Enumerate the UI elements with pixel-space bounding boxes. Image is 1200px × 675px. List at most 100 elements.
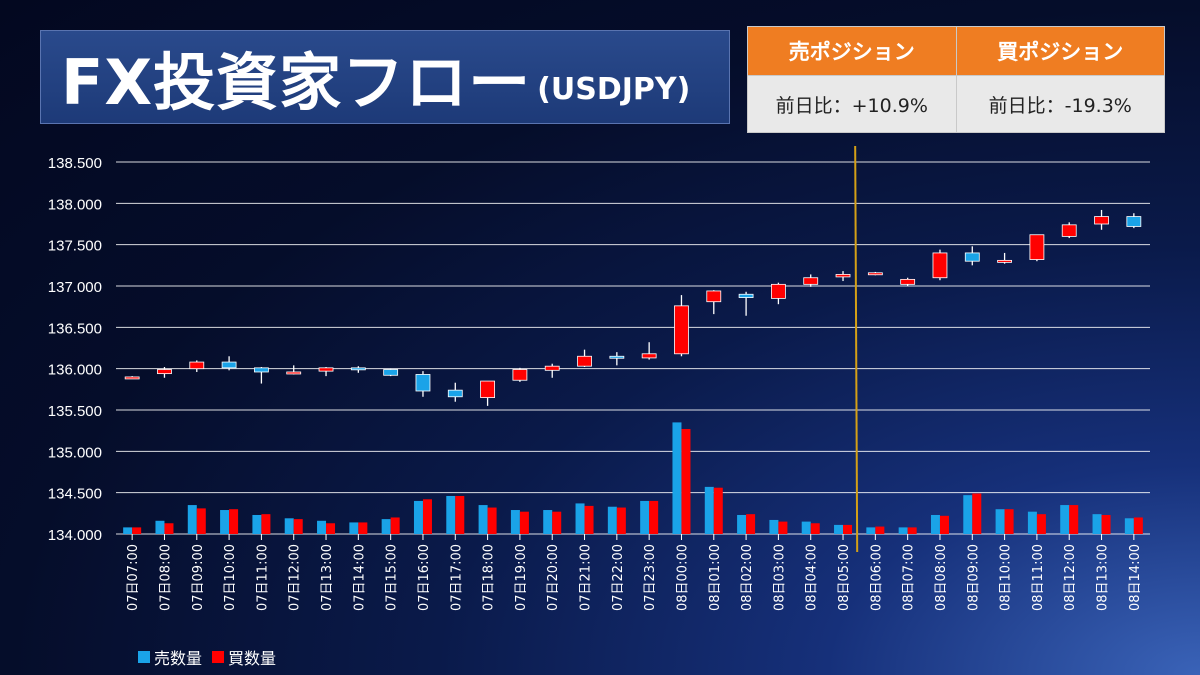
sell-volume-bar [510, 510, 520, 534]
sell-volume-bar [317, 520, 327, 534]
chart-legend: 売数量 買数量 [138, 645, 276, 669]
buy-volume-bar [1069, 505, 1079, 534]
candle-body [997, 259, 1012, 263]
candle-body [318, 367, 334, 372]
candle-body [254, 367, 269, 373]
candle-body [124, 376, 140, 380]
x-tick-label: 08日03:00 [772, 544, 787, 611]
x-tick-label: 08日00:00 [675, 544, 690, 611]
candle-body [835, 274, 851, 278]
buy-volume-bar [875, 526, 885, 534]
sell-volume-bar [155, 520, 165, 534]
candle-body [480, 380, 495, 398]
sell-volume-bar [640, 500, 650, 534]
page-title: FX投資家フロー [61, 46, 532, 119]
sell-volume-bar [672, 422, 682, 534]
buy-volume-bar [778, 521, 788, 534]
y-tick-label: 135.500 [48, 403, 102, 420]
candle-body [900, 278, 916, 285]
buy-volume-bar [584, 505, 594, 534]
candle-body [577, 355, 592, 367]
buy-volume-bar [1004, 509, 1014, 534]
buy-volume-bar [552, 511, 562, 534]
buy-volume-bar [390, 517, 400, 534]
page-subtitle: (USDJPY) [537, 71, 691, 107]
candle-body [350, 367, 366, 371]
x-tick-label: 08日06:00 [869, 544, 884, 611]
x-tick-label: 07日12:00 [288, 544, 303, 611]
x-tick-label: 08日01:00 [708, 544, 723, 611]
candle-body [544, 365, 560, 371]
x-tick-label: 08日09:00 [966, 544, 981, 611]
x-tick-label: 08日11:00 [1031, 544, 1046, 611]
x-tick-label: 07日10:00 [223, 544, 238, 611]
sell-volume-bar [769, 519, 779, 534]
sell-volume-bar [1027, 511, 1037, 534]
sell-volume-bar [1124, 518, 1134, 534]
candle-body [1061, 224, 1077, 237]
candle-body [221, 361, 237, 369]
candle-body [447, 389, 463, 398]
sell-volume-bar [478, 505, 488, 534]
y-tick-label: 138.500 [48, 155, 102, 172]
buy-volume-bar [681, 429, 691, 534]
sell-volume-bar [284, 518, 294, 534]
x-tick-label: 07日19:00 [514, 544, 529, 611]
sell-volume-bar [834, 524, 844, 534]
y-tick-label: 137.000 [48, 279, 102, 296]
x-tick-label: 07日13:00 [320, 544, 335, 611]
candle-body [674, 305, 689, 355]
x-tick-label: 07日22:00 [611, 544, 626, 611]
sell-volume-bar [963, 495, 973, 534]
x-tick-label: 08日13:00 [1096, 544, 1111, 611]
x-tick-label: 07日16:00 [417, 544, 432, 611]
position-summary-table: 売ポジション 買ポジション 前日比：+10.9% 前日比：-19.3% [747, 26, 1165, 133]
sell-volume-bar [737, 514, 747, 534]
x-tick-label: 07日20:00 [546, 544, 561, 611]
candle-body [771, 283, 786, 299]
sell-volume-bar [349, 522, 359, 534]
x-tick-label: 08日07:00 [902, 544, 917, 611]
candlestick-chart: 134.000 134.500 135.000 135.500 136.000 136.5… [48, 145, 1150, 611]
y-tick-label: 138.000 [48, 196, 102, 213]
sell-position-header: 売ポジション [747, 26, 957, 76]
title-banner: FX投資家フロー (USDJPY) [40, 30, 730, 124]
y-tick-label: 137.500 [48, 238, 102, 255]
sell-volume-bar [801, 521, 811, 534]
candle-body [932, 252, 948, 279]
candle-body [964, 252, 980, 262]
x-tick-label: 07日08:00 [158, 544, 173, 611]
buy-volume-bar [358, 522, 368, 534]
y-tick-label: 134.000 [48, 527, 102, 544]
sell-volume-bar [252, 514, 262, 534]
sell-volume-bar [220, 510, 230, 534]
candle-body [1094, 216, 1109, 225]
buy-volume-bar [229, 509, 239, 534]
sell-legend-swatch [138, 651, 150, 663]
buy-position-change: 前日比：-19.3% [955, 75, 1165, 133]
sell-volume-bar [187, 505, 197, 534]
buy-volume-bar [843, 524, 853, 534]
candle-body [706, 290, 722, 303]
y-tick-label: 136.000 [48, 362, 102, 379]
candle-body [1029, 234, 1045, 260]
buy-volume-bar [1101, 514, 1111, 534]
x-tick-label: 07日07:00 [126, 544, 141, 611]
buy-volume-bar [164, 523, 174, 534]
x-tick-label: 07日23:00 [643, 544, 658, 611]
x-tick-label: 07日17:00 [449, 544, 464, 611]
x-tick-label: 08日08:00 [934, 544, 949, 611]
buy-volume-bar [326, 523, 336, 534]
buy-volume-bar [713, 487, 723, 534]
buy-volume-bar [261, 514, 271, 534]
x-tick-label: 07日18:00 [482, 544, 497, 611]
buy-volume-bar [810, 523, 820, 534]
sell-volume-bar [413, 500, 423, 534]
buy-volume-bar [519, 511, 529, 534]
buy-volume-bar [455, 495, 465, 534]
candle-body [867, 272, 883, 276]
x-tick-label: 08日04:00 [805, 544, 820, 611]
sell-volume-bar [607, 506, 617, 534]
candle-body [286, 371, 302, 375]
y-tick-label: 134.500 [48, 486, 102, 503]
